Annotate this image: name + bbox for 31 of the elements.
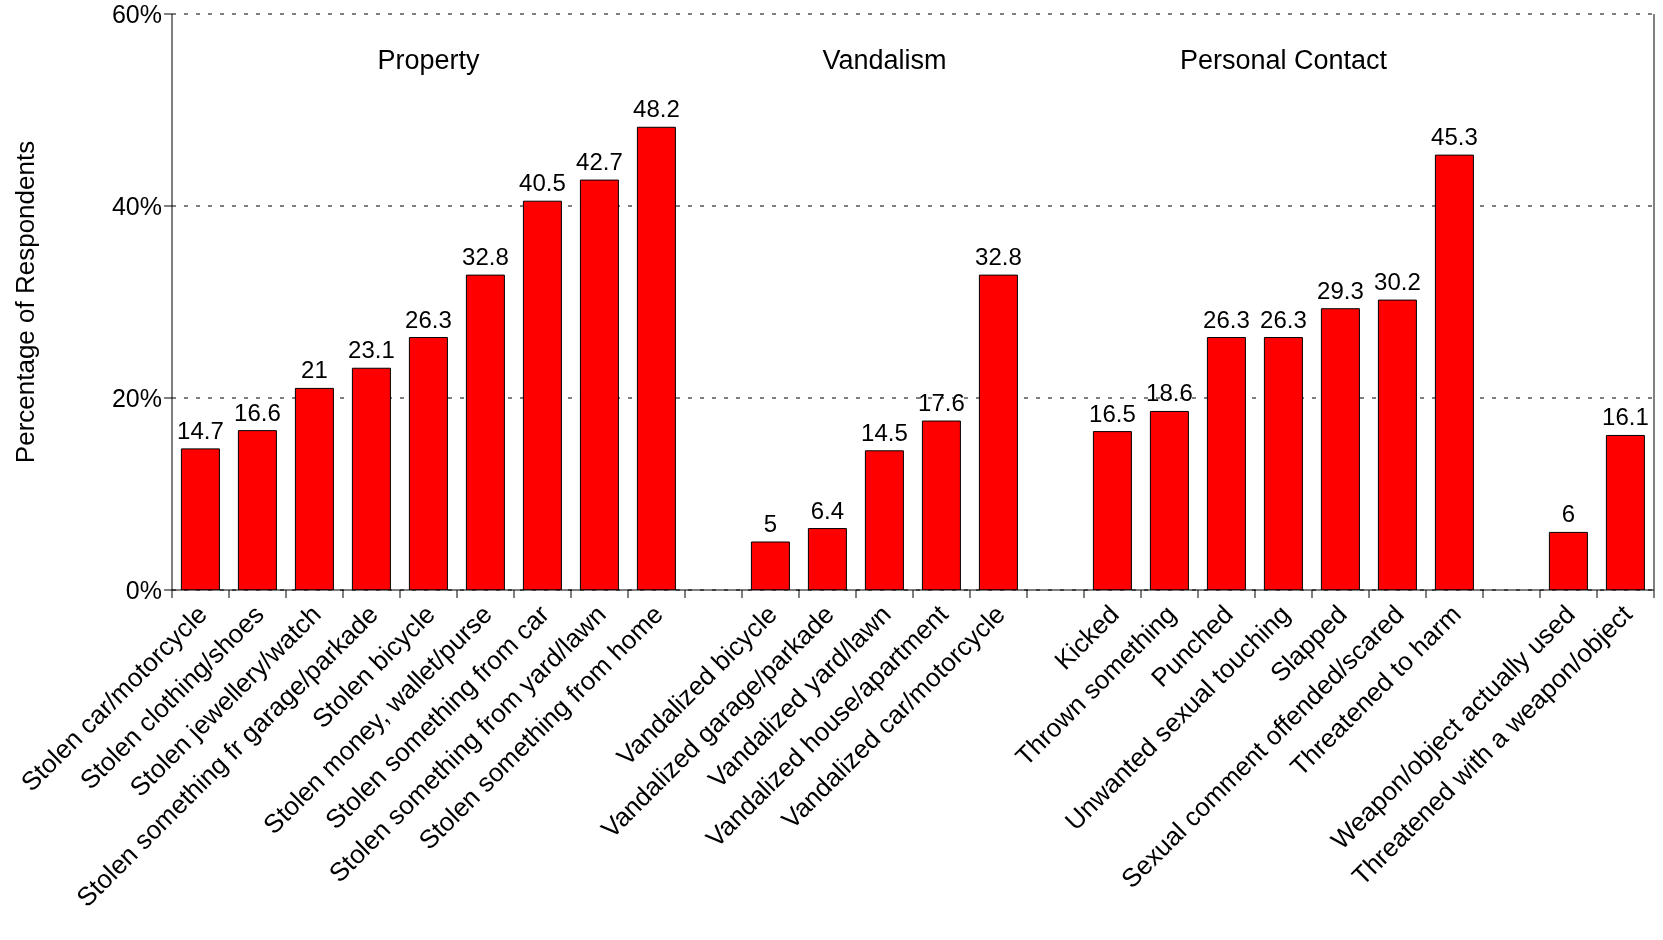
data-label: 32.8 (975, 243, 1022, 271)
y-axis-title: Percentage of Respondents (10, 140, 41, 464)
data-label: 45.3 (1431, 123, 1478, 151)
data-label: 23.1 (348, 336, 395, 364)
data-label: 40.5 (519, 169, 566, 197)
data-label: 16.1 (1602, 403, 1649, 431)
annotation: Property (377, 45, 481, 75)
y-tick-label: 20% (111, 383, 162, 412)
data-label: 26.3 (1260, 305, 1307, 333)
data-label: 26.3 (405, 305, 452, 333)
data-label: 48.2 (633, 95, 680, 123)
annotation: Vandalism (822, 45, 947, 75)
data-label: 42.7 (576, 148, 623, 176)
data-label: 26.3 (1203, 305, 1250, 333)
data-label: 32.8 (462, 243, 509, 271)
data-label: 14.7 (177, 416, 224, 444)
data-label: 16.6 (234, 398, 281, 426)
data-label: 5 (763, 510, 778, 537)
annotation: Personal Contact (1179, 45, 1388, 75)
data-label: 17.6 (918, 389, 965, 417)
y-tick-label: 40% (111, 191, 162, 220)
y-tick-label: 0% (125, 575, 162, 604)
data-label: 21 (301, 356, 328, 384)
data-label: 29.3 (1317, 276, 1364, 304)
data-label: 18.6 (1146, 379, 1193, 407)
data-label: 6.4 (810, 496, 845, 524)
data-label: 6 (1561, 500, 1576, 528)
data-label: 16.5 (1089, 399, 1136, 427)
data-label: 30.2 (1374, 268, 1421, 296)
data-label: 14.5 (861, 418, 908, 446)
y-tick-label: 60% (111, 0, 162, 28)
